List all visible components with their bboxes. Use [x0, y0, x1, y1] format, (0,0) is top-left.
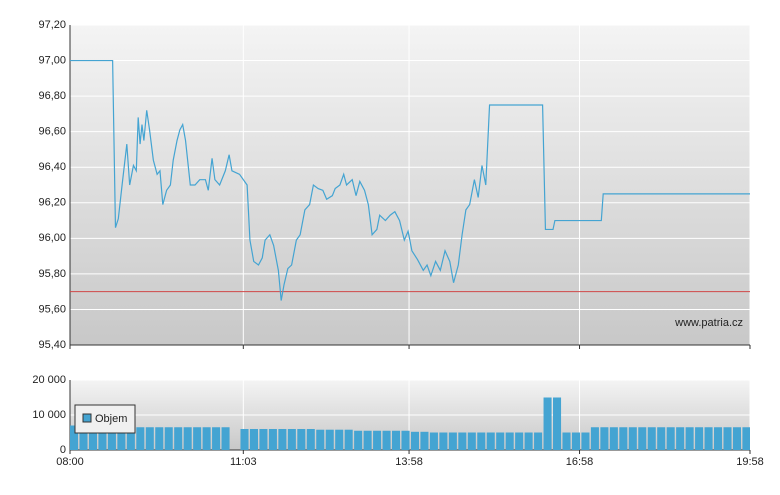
legend-swatch [82, 413, 92, 423]
volume-bar [363, 430, 372, 450]
volume-bar [164, 427, 173, 450]
x-tick-label: 13:58 [395, 456, 423, 468]
y-tick-label: 96,40 [38, 161, 66, 173]
y-tick-label: 0 [60, 444, 66, 456]
volume-bar [410, 431, 419, 450]
volume-bar [354, 430, 363, 450]
price-line [70, 59, 750, 301]
volume-bar [249, 429, 258, 450]
volume-bar [486, 432, 495, 450]
volume-bar [297, 429, 306, 450]
volume-bar [373, 430, 382, 450]
volume-bar [496, 432, 505, 450]
volume-bar [732, 427, 742, 450]
y-tick-label: 96,00 [38, 232, 66, 244]
volume-bar [590, 427, 599, 450]
volume-bar [420, 431, 429, 450]
volume-bar [429, 432, 438, 450]
volume-bar [505, 432, 514, 450]
volume-bar [714, 427, 723, 450]
y-tick-label: 96,80 [38, 90, 66, 102]
x-tick-label: 11:03 [230, 456, 257, 468]
volume-bar [79, 427, 88, 450]
y-tick-label: 97,00 [38, 54, 66, 66]
volume-bar [742, 427, 750, 450]
volume-bar [335, 429, 344, 450]
y-tick-label: 95,60 [38, 303, 66, 315]
y-tick-label: 95,80 [38, 268, 66, 280]
volume-bar [155, 427, 164, 450]
y-tick-label: 96,60 [38, 126, 66, 138]
volume-bar [88, 427, 97, 450]
volume-bar [458, 432, 467, 450]
volume-bar [287, 429, 296, 450]
watermark: www.patria.cz [674, 317, 743, 329]
volume-bar [628, 427, 637, 450]
volume-bar [107, 427, 116, 450]
x-tick-label: 08:00 [56, 456, 84, 468]
volume-bar [638, 427, 647, 450]
volume-bar [145, 427, 154, 450]
volume-bar [392, 430, 401, 450]
volume-bar [543, 397, 552, 450]
volume-bar [174, 427, 183, 450]
volume-bar [136, 427, 145, 450]
y-tick-label: 96,20 [38, 197, 66, 209]
x-tick-label: 19:58 [736, 456, 764, 468]
volume-bar [562, 432, 571, 450]
volume-bar [600, 427, 609, 450]
volume-bar [515, 432, 524, 450]
volume-bar [581, 432, 590, 450]
y-tick-label: 95,40 [38, 339, 66, 351]
volume-bar [193, 427, 202, 450]
volume-bar [439, 432, 448, 450]
legend-label: Objem [95, 413, 127, 425]
volume-bar [657, 427, 666, 450]
volume-bar [325, 429, 334, 450]
volume-bar [619, 427, 628, 450]
volume-bar [344, 429, 353, 450]
volume-bar [695, 427, 704, 450]
volume-bar [467, 432, 476, 450]
volume-bar [676, 427, 685, 450]
volume-bar [117, 427, 126, 450]
volume-bar [477, 432, 486, 450]
volume-bar [202, 427, 211, 450]
volume-bar [685, 427, 694, 450]
volume-bar [268, 429, 277, 450]
x-tick-label: 16:58 [566, 456, 594, 468]
volume-bar [534, 432, 543, 450]
y-tick-label: 10 000 [32, 409, 66, 421]
volume-bar [448, 432, 457, 450]
volume-bar [126, 427, 135, 450]
volume-bar [647, 427, 656, 450]
volume-bar [221, 427, 230, 450]
volume-bar [278, 429, 287, 450]
volume-bar [704, 427, 713, 450]
volume-bar [609, 427, 618, 450]
volume-bar [98, 427, 107, 450]
volume-bar [382, 430, 391, 450]
volume-bar [259, 429, 268, 450]
volume-bar [240, 429, 249, 450]
volume-bar [212, 427, 221, 450]
volume-bar [183, 427, 192, 450]
volume-bar [401, 430, 410, 450]
volume-bar [553, 397, 562, 450]
y-tick-label: 20 000 [32, 374, 66, 386]
y-tick-label: 97,20 [38, 19, 66, 31]
volume-bar [524, 432, 533, 450]
volume-bar [666, 427, 675, 450]
volume-bar [306, 429, 315, 450]
volume-bar [70, 425, 79, 450]
volume-bar [723, 427, 732, 450]
volume-bar [316, 429, 325, 450]
price-plot-area [70, 25, 750, 345]
volume-bar [571, 432, 580, 450]
